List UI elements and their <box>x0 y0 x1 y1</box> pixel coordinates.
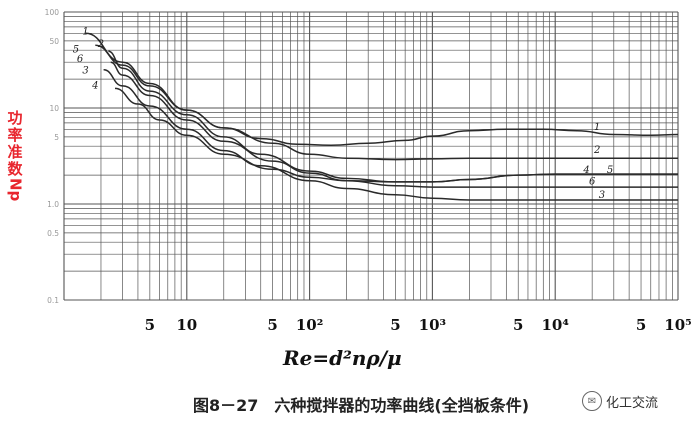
y-tick-label: 0.1 <box>47 296 59 305</box>
chart-series <box>85 32 679 201</box>
curve-label-2: 2 <box>593 145 600 156</box>
x-tick-label: 10² <box>296 316 323 334</box>
curve-label-3: 3 <box>599 190 605 201</box>
y-tick-label: 1.0 <box>47 200 59 209</box>
x-tick-label: 10³ <box>419 316 446 334</box>
curve-label-2: 2 <box>97 39 104 50</box>
curve-label-1: 1 <box>594 122 600 133</box>
wechat-icon: ✉ <box>582 391 602 411</box>
curve-label-6: 6 <box>77 54 84 65</box>
curve-label-4: 4 <box>91 80 98 91</box>
watermark-text: 化工交流 <box>606 395 659 411</box>
series-line-3 <box>103 69 678 201</box>
y-axis-label: 功率准数 Np <box>6 109 25 202</box>
series-line-6 <box>110 61 678 188</box>
y-tick-label: 10 <box>49 104 59 113</box>
x-axis-label: Re=d²nρ/μ <box>283 346 402 370</box>
x-tick-label: 5 <box>636 316 646 334</box>
series-line-2 <box>95 44 678 161</box>
curve-label-6: 6 <box>589 176 596 187</box>
x-tick-label: 5 <box>513 316 523 334</box>
series-line-4 <box>114 87 678 183</box>
curve-label-3: 3 <box>82 65 88 76</box>
y-tick-label: 5 <box>54 133 59 142</box>
x-tick-label: 10⁵ <box>664 316 691 334</box>
figure-caption: 图8－27 六种搅拌器的功率曲线(全挡板条件) <box>193 396 530 415</box>
watermark: ✉ 化工交流 <box>582 388 694 414</box>
curve-label-1: 1 <box>82 27 88 38</box>
curve-label-5: 5 <box>607 165 613 176</box>
y-tick-label: 100 <box>45 8 60 17</box>
x-tick-label: 10⁴ <box>541 316 569 334</box>
curve-label-5: 5 <box>73 44 79 55</box>
y-tick-label: 50 <box>49 37 59 46</box>
chart-ticks: 5 10 5 10² 5 10³ 5 10⁴ 5 10⁵ 100 50 10 5 1.0 0.5 0.1 <box>45 8 692 334</box>
x-tick-label: 5 <box>390 316 400 334</box>
chart-grid <box>63 11 679 301</box>
y-tick-label: 0.5 <box>47 229 59 238</box>
x-tick-label: 5 <box>145 316 155 334</box>
series-line-5 <box>108 50 678 183</box>
curve-label-4: 4 <box>582 165 589 176</box>
x-tick-label: 10 <box>176 316 197 334</box>
x-tick-label: 5 <box>267 316 277 334</box>
